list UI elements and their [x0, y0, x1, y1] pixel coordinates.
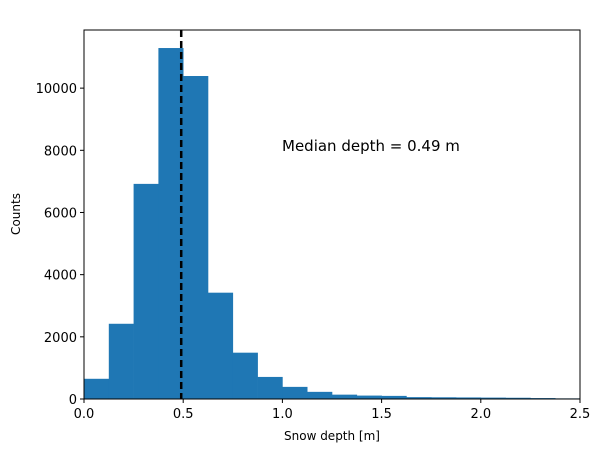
y-tick-label: 0: [69, 393, 77, 408]
histogram-bar: [133, 183, 159, 399]
x-tick-label: 0.5: [173, 407, 194, 422]
histogram-bar: [356, 395, 382, 399]
x-tick-label: 2.0: [470, 407, 491, 422]
x-axis-ticks: 0.0 0.5 1.0 1.5 2.0 2.5: [74, 399, 591, 422]
y-axis-ticks: 0 2000 4000 6000 8000 10000: [36, 82, 84, 408]
histogram-bar: [84, 378, 110, 399]
histogram-bar: [282, 386, 308, 399]
y-tick-label: 4000: [44, 269, 77, 284]
y-tick-label: 10000: [36, 82, 77, 97]
histogram-bar: [332, 394, 358, 399]
histogram-bar: [208, 292, 234, 399]
x-tick-label: 1.5: [371, 407, 392, 422]
x-tick-label: 1.0: [272, 407, 293, 422]
x-axis-label: Snow depth [m]: [284, 429, 380, 443]
histogram-bar: [257, 376, 283, 399]
histogram-bar: [232, 352, 258, 399]
histogram-bars: [84, 48, 581, 399]
median-annotation: Median depth = 0.49 m: [282, 137, 460, 155]
histogram-bar: [183, 76, 209, 399]
histogram-bar: [456, 397, 482, 399]
histogram-bar: [431, 397, 457, 399]
x-tick-label: 0.0: [74, 407, 95, 422]
x-tick-label: 2.5: [570, 407, 591, 422]
histogram-bar: [158, 48, 184, 399]
plot-frame: [83, 29, 581, 400]
y-tick-label: 8000: [44, 144, 77, 159]
histogram-bar: [505, 397, 531, 399]
y-tick-label: 6000: [44, 206, 77, 221]
histogram-bar: [480, 397, 506, 399]
y-tick-label: 2000: [44, 331, 77, 346]
histogram-bar: [381, 395, 407, 399]
histogram-bar: [108, 323, 134, 399]
histogram-bar: [406, 397, 432, 399]
histogram-bar: [307, 391, 333, 399]
y-axis-label: Counts: [9, 193, 23, 235]
